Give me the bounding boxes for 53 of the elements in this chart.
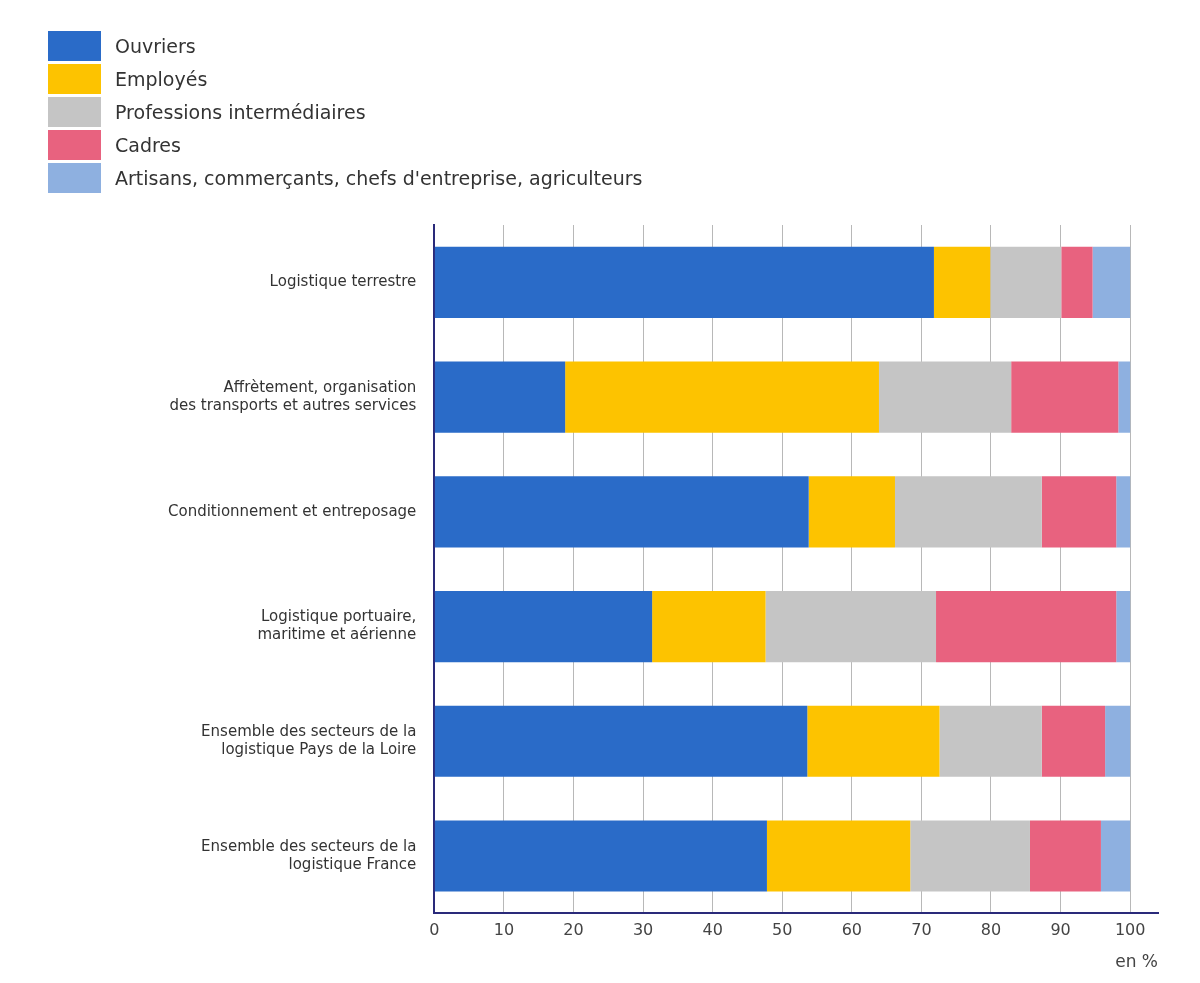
- x-tick-label: 60: [841, 920, 863, 940]
- y-tick-label: Logistique portuaire, maritime et aérienne: [257, 607, 417, 644]
- legend-label: Professions intermédiaires: [115, 101, 366, 123]
- bar: [652, 591, 766, 663]
- y-tick-label: Logistique terrestre: [269, 272, 417, 291]
- legend-label: Employés: [115, 68, 208, 90]
- x-tick-label: 20: [563, 920, 584, 940]
- legend-label: Artisans, commerçants, chefs d'entreprise, agriculteurs: [115, 167, 643, 189]
- bar: [1029, 820, 1101, 892]
- bar: [765, 591, 937, 663]
- bar: [936, 591, 1117, 663]
- bar: [1092, 246, 1131, 318]
- bar: [807, 705, 940, 777]
- bar: [434, 361, 566, 433]
- bar: [808, 476, 895, 548]
- bar: [1116, 476, 1131, 548]
- bar: [1118, 361, 1131, 433]
- x-tick-label: 10: [493, 920, 515, 940]
- bar: [894, 476, 1042, 548]
- x-axis-title: en %: [1115, 951, 1158, 972]
- x-tick-label: 30: [632, 920, 654, 940]
- bar: [1041, 476, 1117, 548]
- x-tick-label: 70: [911, 920, 932, 940]
- bar: [434, 476, 809, 548]
- bar: [1061, 246, 1093, 318]
- bar: [878, 361, 1012, 433]
- bar: [1100, 820, 1131, 892]
- bar: [1041, 705, 1106, 777]
- x-tick-label: 50: [772, 920, 793, 940]
- bar: [434, 591, 653, 663]
- bar: [1011, 361, 1119, 433]
- bar: [434, 705, 808, 777]
- y-tick-label: Conditionnement et entreposage: [168, 501, 417, 520]
- x-tick-label: 40: [702, 920, 723, 940]
- bar: [933, 246, 991, 318]
- bar: [910, 820, 1030, 892]
- y-tick-label: Ensemble des secteurs de la logistique France: [201, 836, 417, 873]
- bar: [1116, 591, 1131, 663]
- y-tick-label: Ensemble des secteurs de la logistique Pays de la Loire: [201, 722, 417, 759]
- bar: [565, 361, 879, 433]
- legend-label: Ouvriers: [115, 35, 196, 57]
- x-tick-label: 0: [429, 920, 440, 940]
- x-tick-label: 100: [1114, 920, 1146, 940]
- bar: [990, 246, 1062, 318]
- bar: [939, 705, 1042, 777]
- legend-label: Cadres: [115, 134, 181, 156]
- bar: [766, 820, 911, 892]
- x-tick-label: 80: [980, 920, 1002, 940]
- bar: [434, 246, 934, 318]
- bar: [434, 820, 767, 892]
- bar: [1105, 705, 1131, 777]
- x-tick-label: 90: [1050, 920, 1071, 940]
- y-tick-label: Affrètement, organisation des transports et autres services: [169, 377, 417, 414]
